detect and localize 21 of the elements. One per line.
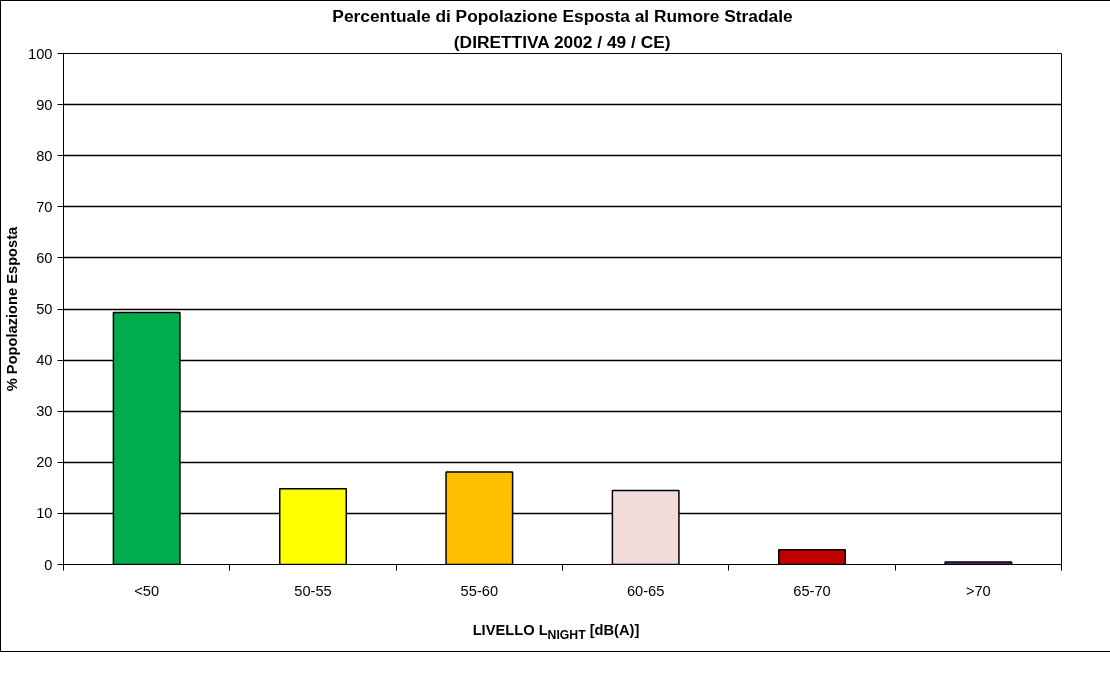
y-tick-label: 60 (36, 249, 53, 266)
y-tick-label: 90 (36, 96, 53, 113)
y-tick-label: 80 (36, 147, 53, 164)
y-tick-label: 70 (36, 198, 53, 215)
y-tick-label: 50 (36, 301, 53, 317)
x-tick-label: 50-55 (294, 582, 332, 599)
y-axis-title: % Popolazione Esposta (4, 225, 21, 392)
y-tick-label: 100 (28, 45, 53, 62)
x-tick-label: 55-60 (460, 582, 499, 599)
chart-subtitle: (DIRETTIVA 2002 / 49 / CE) (453, 31, 671, 52)
x-axis-title: LIVELLO L$_{NIGHT}$ [dB(A)] (472, 621, 640, 644)
x-tick-label: 60-65 (626, 582, 665, 599)
x-tick-label: <50 (134, 582, 160, 599)
y-tick-label: 10 (36, 505, 53, 522)
chart-title: Percentuale di Popolazione Esposta al Rumore Stradale (332, 5, 794, 26)
y-tick-label: 0 (44, 556, 53, 573)
x-tick-label: >70 (965, 582, 991, 599)
y-tick-label: 20 (36, 454, 53, 471)
y-tick-label: 30 (36, 403, 53, 420)
y-tick-label: 40 (36, 352, 53, 369)
x-tick-label: 65-70 (793, 582, 831, 599)
